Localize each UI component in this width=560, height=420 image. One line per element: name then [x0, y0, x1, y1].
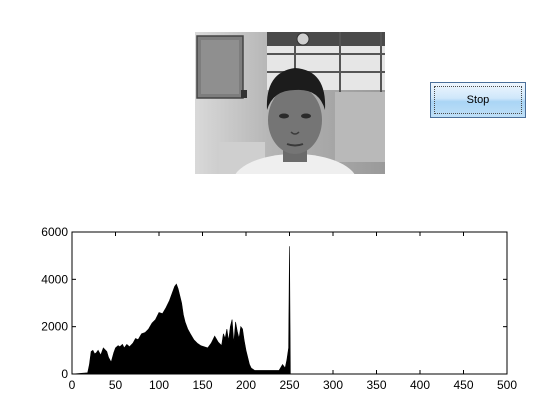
- x-tick-label: 200: [236, 378, 256, 392]
- x-tick-label: 500: [497, 378, 517, 392]
- x-tick-label: 400: [410, 378, 430, 392]
- y-tick-label: 4000: [41, 272, 68, 286]
- x-tick-label: 350: [366, 378, 386, 392]
- x-tick-label: 50: [109, 378, 123, 392]
- focus-ring: [434, 86, 522, 114]
- x-tick-label: 300: [323, 378, 343, 392]
- x-tick-label: 250: [279, 378, 299, 392]
- y-tick-label: 6000: [41, 225, 68, 239]
- x-tick-label: 100: [149, 378, 169, 392]
- webcam-frame-person-icon: [195, 32, 385, 174]
- x-tick-label: 150: [192, 378, 212, 392]
- histogram-series-area: [71, 246, 507, 375]
- plot-area: 0 50 100 150 200 250 300 350 400 450 500 0 2000 4000 6…: [41, 225, 517, 392]
- stop-button-label: Stop: [466, 94, 490, 106]
- x-tick-label: 0: [69, 378, 76, 392]
- x-tick-label: 450: [453, 378, 473, 392]
- y-tick-label: 0: [61, 367, 68, 381]
- webcam-preview: [195, 32, 385, 174]
- stop-button[interactable]: Stop: [430, 82, 526, 118]
- y-tick-label: 2000: [41, 320, 68, 334]
